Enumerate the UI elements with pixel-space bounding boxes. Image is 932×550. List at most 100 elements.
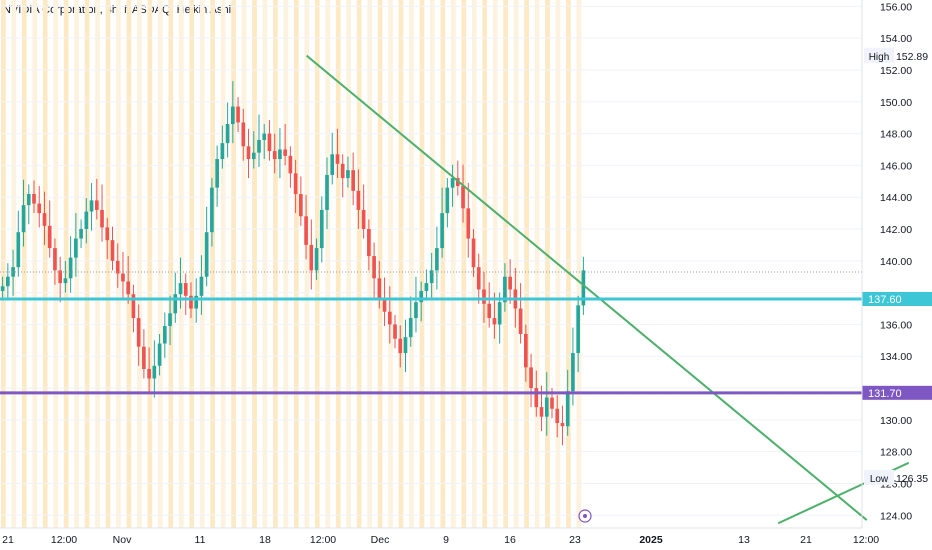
candle [544, 397, 549, 417]
x-tick-label: Dec [371, 534, 390, 546]
candle [435, 248, 439, 271]
candle [346, 170, 350, 179]
y-tick-label: 144.00 [880, 192, 912, 204]
candle [367, 229, 371, 257]
candle [178, 283, 183, 295]
session-shade [147, 0, 153, 528]
candle [199, 276, 204, 296]
candle [560, 423, 565, 427]
candle [215, 159, 219, 188]
candle [356, 190, 361, 210]
session-shade [84, 0, 90, 528]
candle [419, 291, 424, 303]
session-shade [482, 0, 488, 528]
candle [497, 302, 502, 325]
y-tick-label: 130.00 [880, 415, 912, 427]
y-tick-label: 146.00 [880, 160, 912, 172]
candle [450, 178, 455, 188]
x-tick-label: 13 [738, 534, 750, 546]
session-shade [168, 0, 174, 528]
candle [351, 170, 356, 191]
candle [162, 326, 167, 344]
session-shade [252, 0, 257, 528]
session-shade [283, 0, 289, 528]
session-shade [189, 0, 195, 528]
candle [377, 278, 382, 299]
candle [47, 225, 52, 249]
session-shade [126, 0, 132, 528]
x-tick-label: 21 [800, 534, 812, 546]
session-shade [461, 0, 467, 528]
candle [523, 333, 528, 368]
y-tick-label: 148.00 [880, 129, 912, 141]
candle [518, 308, 523, 334]
candle [236, 106, 240, 123]
candle [424, 283, 429, 292]
candle [293, 173, 298, 195]
candle [105, 227, 110, 241]
candle [257, 139, 261, 153]
candle [168, 313, 172, 327]
candle [398, 338, 403, 354]
session-shade [419, 0, 425, 528]
session-shade [398, 0, 404, 528]
session-shade [440, 0, 446, 528]
session-shade [210, 0, 215, 528]
candle [288, 155, 293, 174]
candle [403, 337, 408, 354]
session-shade [105, 0, 111, 528]
hl-tag: Low [870, 474, 889, 485]
session-shade [346, 0, 352, 528]
candle [304, 216, 308, 245]
session-shade [576, 0, 582, 528]
session-shade [513, 0, 519, 528]
event-icon [578, 509, 592, 523]
candle [429, 270, 434, 284]
candle [283, 149, 287, 156]
event-icon-dot [583, 514, 587, 518]
candle [58, 270, 63, 284]
candle [100, 209, 104, 228]
candle [340, 163, 345, 179]
candle [262, 133, 267, 140]
candle [241, 122, 246, 147]
candle [278, 149, 282, 160]
candle [79, 229, 83, 239]
session-shade [430, 0, 435, 528]
candle [110, 240, 115, 261]
candle [372, 256, 376, 279]
session-shade [95, 0, 100, 528]
candle [37, 203, 42, 214]
session-shade [262, 0, 268, 528]
candle [393, 324, 397, 339]
session-shade [450, 0, 456, 528]
candle [210, 187, 214, 233]
candle [440, 213, 444, 249]
candle [414, 302, 418, 319]
session-shade [409, 0, 414, 528]
session-shade [524, 0, 529, 528]
y-tick-label: 128.00 [880, 447, 912, 459]
session-shade [199, 0, 205, 528]
y-tick-label: 134.00 [880, 351, 912, 363]
candle [555, 408, 560, 424]
hl-value: 126.35 [896, 473, 928, 485]
session-shade [566, 0, 571, 528]
candle [63, 278, 68, 284]
y-tick-label: 150.00 [880, 97, 912, 109]
candle [230, 106, 235, 125]
candle [42, 213, 47, 226]
x-tick-label: 21 [2, 534, 14, 546]
candle [361, 209, 366, 230]
session-shade [325, 0, 331, 528]
candle [487, 303, 492, 319]
candle [581, 270, 586, 306]
session-shade [534, 0, 540, 528]
candle [335, 154, 340, 164]
candle [529, 367, 533, 389]
session-shade [294, 0, 299, 528]
x-tick-label: 12:00 [51, 534, 77, 546]
x-tick-label: 16 [504, 534, 516, 546]
price-label: 131.70 [868, 388, 902, 400]
